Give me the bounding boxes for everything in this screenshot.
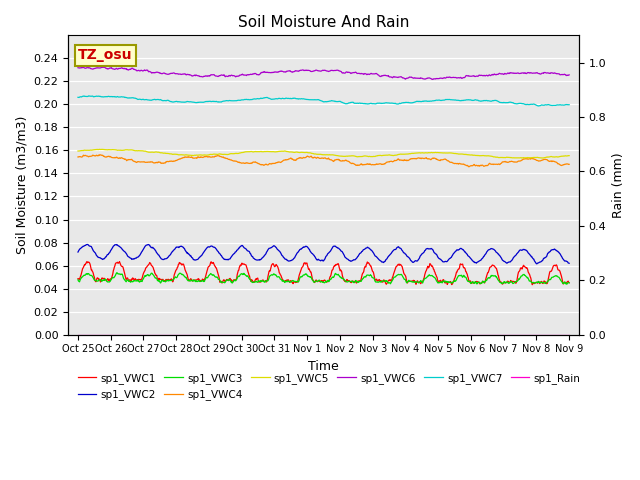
sp1_VWC4 <box>364 161 372 167</box>
sp1_Rain <box>74 332 82 337</box>
Legend: sp1_VWC1, sp1_VWC2, sp1_VWC3, sp1_VWC4, sp1_VWC5, sp1_VWC6, sp1_VWC7, sp1_Rain: sp1_VWC1, sp1_VWC2, sp1_VWC3, sp1_VWC4, … <box>74 369 584 404</box>
sp1_Rain <box>565 332 573 337</box>
sp1_VWC6 <box>98 64 106 70</box>
sp1_VWC1 <box>74 276 82 282</box>
sp1_Rain <box>548 332 556 337</box>
sp1_VWC7 <box>549 103 557 108</box>
sp1_VWC3 <box>364 272 372 278</box>
sp1_VWC5 <box>74 148 82 154</box>
sp1_VWC4 <box>465 164 472 169</box>
sp1_VWC4 <box>541 156 549 162</box>
Line: sp1_VWC7: sp1_VWC7 <box>78 96 569 106</box>
sp1_VWC6 <box>565 72 573 78</box>
sp1_VWC6 <box>364 71 372 77</box>
sp1_Rain <box>364 332 371 337</box>
sp1_VWC6 <box>166 71 173 77</box>
sp1_VWC5 <box>364 154 372 159</box>
sp1_VWC1 <box>565 280 573 286</box>
sp1_VWC7 <box>98 94 106 99</box>
sp1_VWC1 <box>116 259 124 264</box>
sp1_VWC2 <box>74 249 82 255</box>
sp1_VWC1 <box>529 282 536 288</box>
sp1_VWC3 <box>113 270 121 276</box>
Y-axis label: Rain (mm): Rain (mm) <box>612 152 625 218</box>
sp1_VWC7 <box>166 98 173 104</box>
sp1_VWC2 <box>565 261 573 266</box>
sp1_Rain <box>98 332 106 337</box>
Line: sp1_VWC4: sp1_VWC4 <box>78 155 569 167</box>
sp1_VWC3 <box>562 281 570 287</box>
sp1_VWC7 <box>74 95 82 100</box>
sp1_VWC1 <box>166 278 173 284</box>
sp1_VWC3 <box>166 277 173 283</box>
sp1_VWC4 <box>565 161 573 167</box>
sp1_VWC1 <box>541 280 549 286</box>
sp1_VWC2 <box>549 247 557 252</box>
sp1_VWC6 <box>549 71 557 76</box>
sp1_VWC2 <box>533 261 541 267</box>
sp1_VWC3 <box>549 275 557 280</box>
sp1_VWC4 <box>278 158 286 164</box>
sp1_VWC5 <box>549 154 557 160</box>
sp1_VWC5 <box>166 151 173 157</box>
sp1_VWC3 <box>98 278 106 284</box>
sp1_VWC5 <box>541 155 549 160</box>
Line: sp1_VWC6: sp1_VWC6 <box>78 67 569 80</box>
sp1_VWC4 <box>166 158 173 164</box>
sp1_VWC7 <box>364 101 372 107</box>
sp1_VWC3 <box>565 280 573 286</box>
sp1_VWC7 <box>278 96 286 101</box>
sp1_VWC6 <box>278 69 286 74</box>
sp1_VWC1 <box>98 276 106 282</box>
sp1_VWC2 <box>541 254 549 260</box>
Title: Soil Moisture And Rain: Soil Moisture And Rain <box>238 15 409 30</box>
sp1_VWC2 <box>278 253 286 259</box>
sp1_VWC5 <box>98 146 106 152</box>
Line: sp1_VWC1: sp1_VWC1 <box>78 262 569 285</box>
sp1_VWC4 <box>549 158 557 164</box>
sp1_VWC6 <box>541 70 549 75</box>
sp1_VWC4 <box>74 154 82 160</box>
sp1_VWC2 <box>84 241 92 247</box>
Line: sp1_VWC3: sp1_VWC3 <box>78 273 569 284</box>
sp1_VWC5 <box>95 146 103 152</box>
sp1_VWC1 <box>549 263 557 269</box>
sp1_Rain <box>165 332 173 337</box>
sp1_VWC7 <box>85 93 93 99</box>
Line: sp1_VWC2: sp1_VWC2 <box>78 244 569 264</box>
sp1_Rain <box>541 332 548 337</box>
sp1_VWC2 <box>166 252 173 258</box>
sp1_VWC3 <box>74 277 82 283</box>
sp1_VWC6 <box>100 64 108 70</box>
sp1_VWC1 <box>364 260 372 266</box>
sp1_VWC3 <box>278 278 286 284</box>
sp1_VWC7 <box>541 102 549 108</box>
Line: sp1_VWC5: sp1_VWC5 <box>78 149 569 158</box>
sp1_VWC7 <box>565 102 573 108</box>
sp1_VWC6 <box>429 77 436 83</box>
sp1_VWC6 <box>74 65 82 71</box>
sp1_VWC2 <box>364 244 372 250</box>
sp1_VWC4 <box>97 152 104 158</box>
sp1_VWC7 <box>534 103 542 109</box>
sp1_VWC1 <box>278 276 286 282</box>
sp1_Rain <box>278 332 285 337</box>
Text: TZ_osu: TZ_osu <box>78 48 133 62</box>
Y-axis label: Soil Moisture (m3/m3): Soil Moisture (m3/m3) <box>15 116 28 254</box>
X-axis label: Time: Time <box>308 360 339 373</box>
sp1_VWC5 <box>565 153 573 158</box>
sp1_VWC5 <box>539 155 547 161</box>
sp1_VWC4 <box>98 153 106 158</box>
sp1_VWC5 <box>278 148 286 154</box>
sp1_VWC2 <box>98 256 106 262</box>
sp1_VWC3 <box>541 280 549 286</box>
